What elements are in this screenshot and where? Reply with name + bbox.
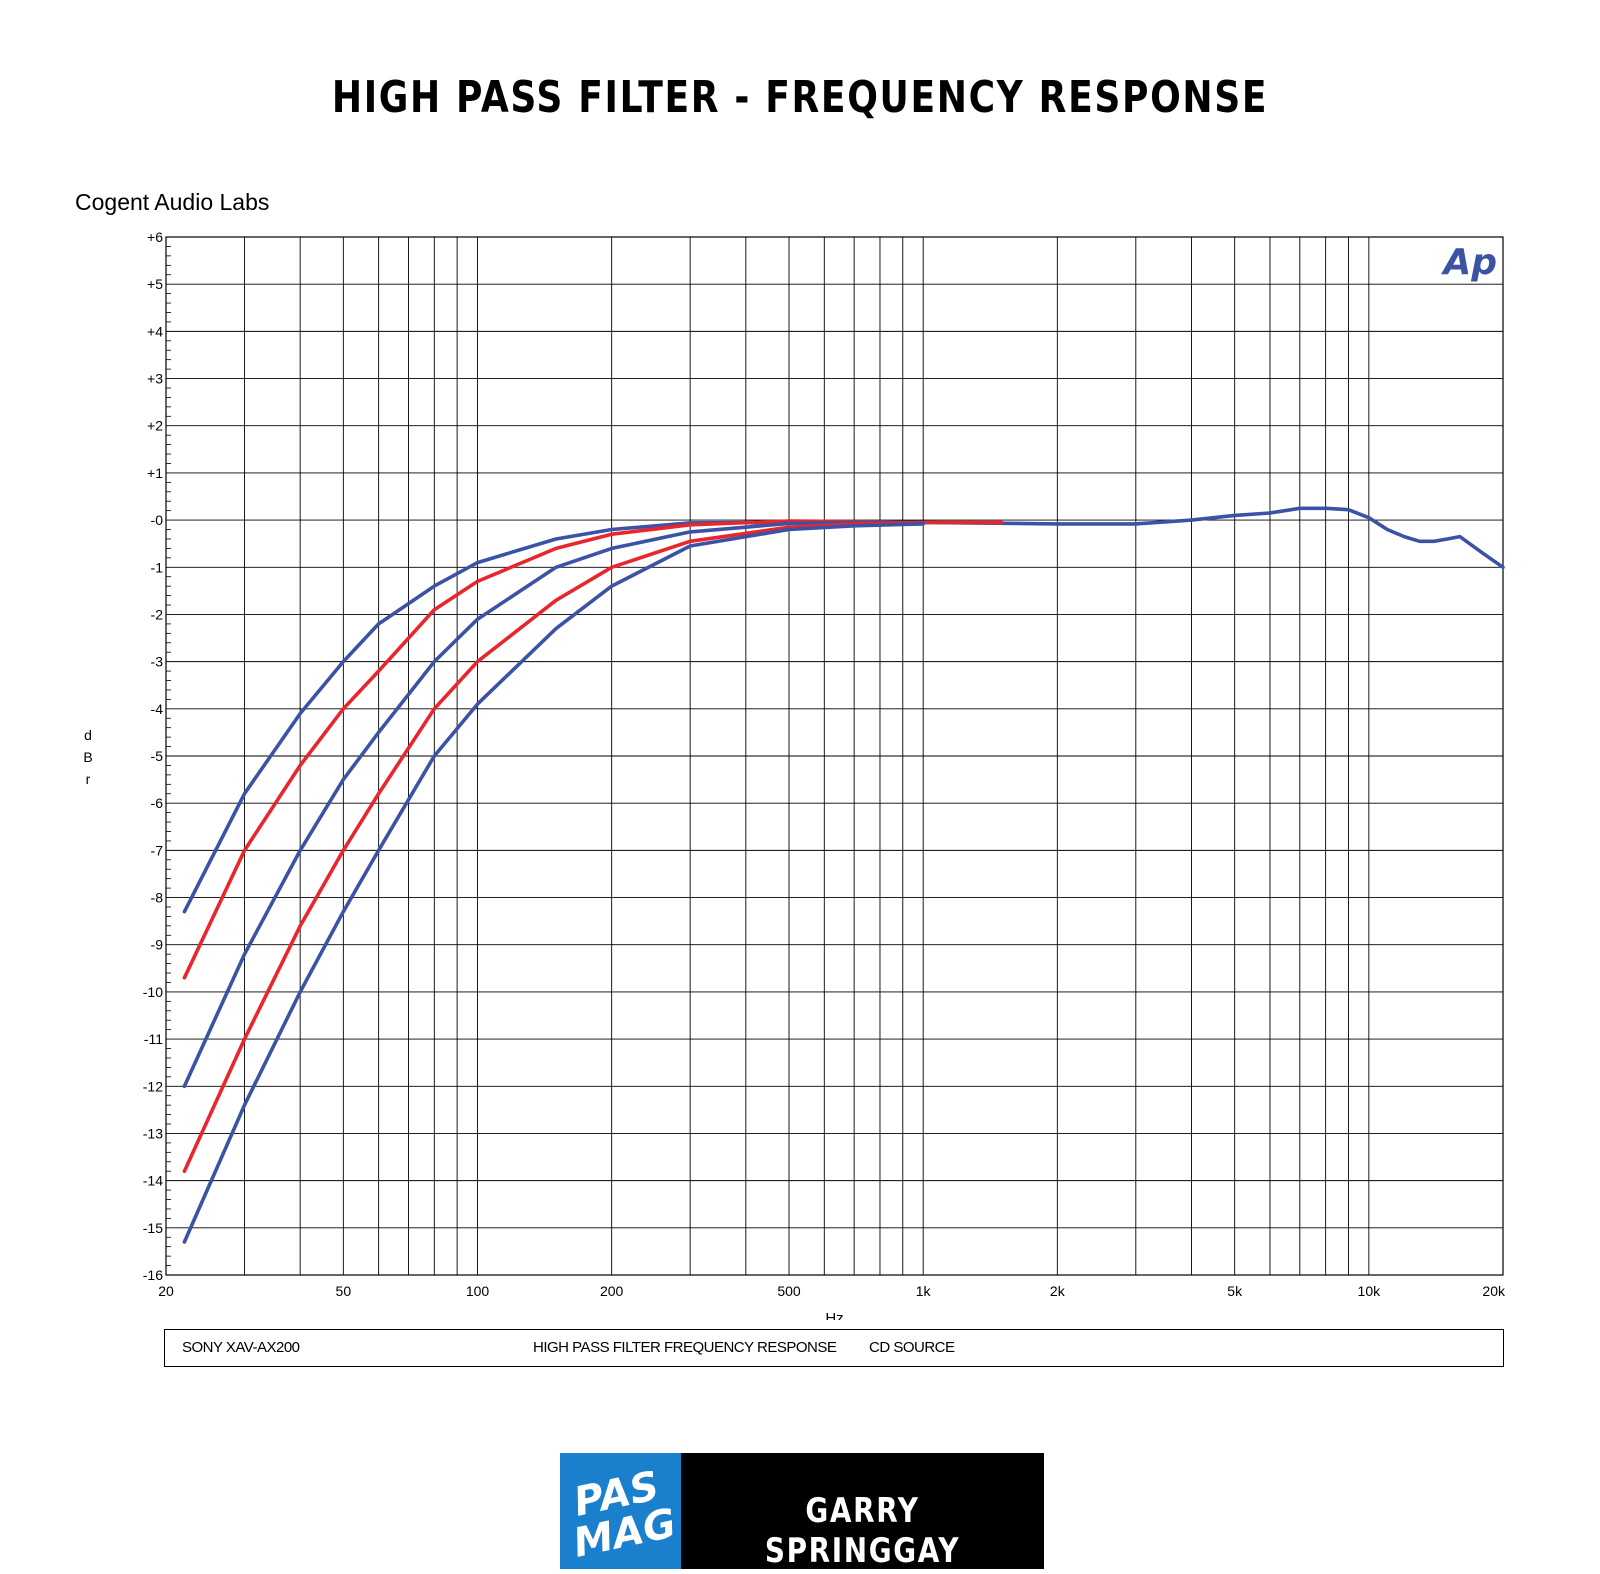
chart-ticks bbox=[166, 246, 171, 1266]
y-tick-label: -2 bbox=[151, 606, 164, 622]
y-tick-label: +5 bbox=[147, 276, 163, 292]
chart-tick-labels: +6 +5 +4 +3 +2 +1 -0 -1 -2 -3 -4 -5 -6 -7 -8 -9 -10 -11 -1… bbox=[143, 229, 1506, 1299]
y-axis-label-char: d bbox=[84, 727, 92, 743]
x-tick-label: 2k bbox=[1050, 1283, 1066, 1299]
y-tick-label: -12 bbox=[143, 1078, 163, 1094]
info-box: SONY XAV-AX200 HIGH PASS FILTER FREQUENC… bbox=[164, 1329, 1504, 1367]
y-tick-label: -11 bbox=[144, 1031, 163, 1047]
x-tick-label: 20k bbox=[1482, 1283, 1506, 1299]
x-tick-label: 1k bbox=[916, 1283, 932, 1299]
device-name: SONY XAV-AX200 bbox=[182, 1339, 300, 1356]
y-axis-label-char: r bbox=[85, 771, 91, 787]
y-tick-label: +2 bbox=[147, 418, 163, 434]
pasmag-logo: PAS MAG bbox=[560, 1453, 681, 1569]
y-tick-label: -15 bbox=[143, 1220, 163, 1236]
x-tick-label: 20 bbox=[158, 1283, 174, 1299]
brand-label: Cogent Audio Labs bbox=[75, 189, 270, 215]
ap-watermark-logo: Ap bbox=[1440, 242, 1497, 283]
y-tick-label: -8 bbox=[151, 890, 164, 906]
source-label: CD SOURCE bbox=[869, 1339, 955, 1356]
y-tick-label: -3 bbox=[151, 654, 164, 670]
x-tick-label: 5k bbox=[1227, 1283, 1243, 1299]
measurement-description: HIGH PASS FILTER FREQUENCY RESPONSE bbox=[533, 1339, 837, 1356]
series-line-4 bbox=[182, 521, 926, 1173]
y-tick-label: +4 bbox=[147, 323, 163, 339]
y-tick-label: -5 bbox=[151, 748, 164, 764]
series-line-2 bbox=[182, 519, 1004, 980]
y-axis-label-char: B bbox=[83, 749, 93, 765]
y-tick-label: -16 bbox=[143, 1267, 163, 1283]
chart-grid bbox=[165, 236, 1504, 1276]
y-tick-label: -7 bbox=[151, 842, 164, 858]
y-tick-label: -13 bbox=[143, 1125, 163, 1141]
x-tick-label: 10k bbox=[1358, 1283, 1382, 1299]
x-tick-label: 50 bbox=[336, 1283, 352, 1299]
y-tick-label: -10 bbox=[143, 984, 163, 1000]
y-tick-label: -9 bbox=[151, 937, 164, 953]
y-tick-label: -6 bbox=[151, 795, 164, 811]
y-tick-label: +3 bbox=[147, 371, 163, 387]
x-tick-label: 500 bbox=[777, 1283, 801, 1299]
series-line-1 bbox=[182, 506, 1505, 914]
author-banner: GARRY SPRINGGAY bbox=[681, 1453, 1044, 1571]
chart-title: HIGH PASS FILTER - FREQUENCY RESPONSE bbox=[331, 72, 1269, 123]
x-tick-label: 100 bbox=[466, 1283, 490, 1299]
series-line-3 bbox=[182, 520, 926, 1089]
y-tick-label: -1 bbox=[151, 559, 164, 575]
y-tick-label: -0 bbox=[151, 512, 164, 528]
y-tick-label: -4 bbox=[151, 701, 164, 717]
y-tick-label: +1 bbox=[147, 465, 163, 481]
footer-banner: PAS MAG GARRY SPRINGGAY bbox=[560, 1453, 1044, 1571]
x-tick-label: 200 bbox=[600, 1283, 624, 1299]
frequency-response-chart: +6 +5 +4 +3 +2 +1 -0 -1 -2 -3 -4 -5 -6 -7 -8 -9 -10 -11 -1… bbox=[143, 229, 1506, 1320]
y-tick-label: -14 bbox=[143, 1173, 163, 1189]
chart-series bbox=[182, 506, 1505, 1244]
author-name: GARRY SPRINGGAY bbox=[764, 1491, 961, 1571]
y-axis-label: d B r bbox=[78, 724, 98, 790]
y-tick-label: +6 bbox=[147, 229, 163, 245]
series-line-5 bbox=[182, 522, 926, 1244]
x-axis-label: Hz bbox=[825, 1310, 843, 1320]
